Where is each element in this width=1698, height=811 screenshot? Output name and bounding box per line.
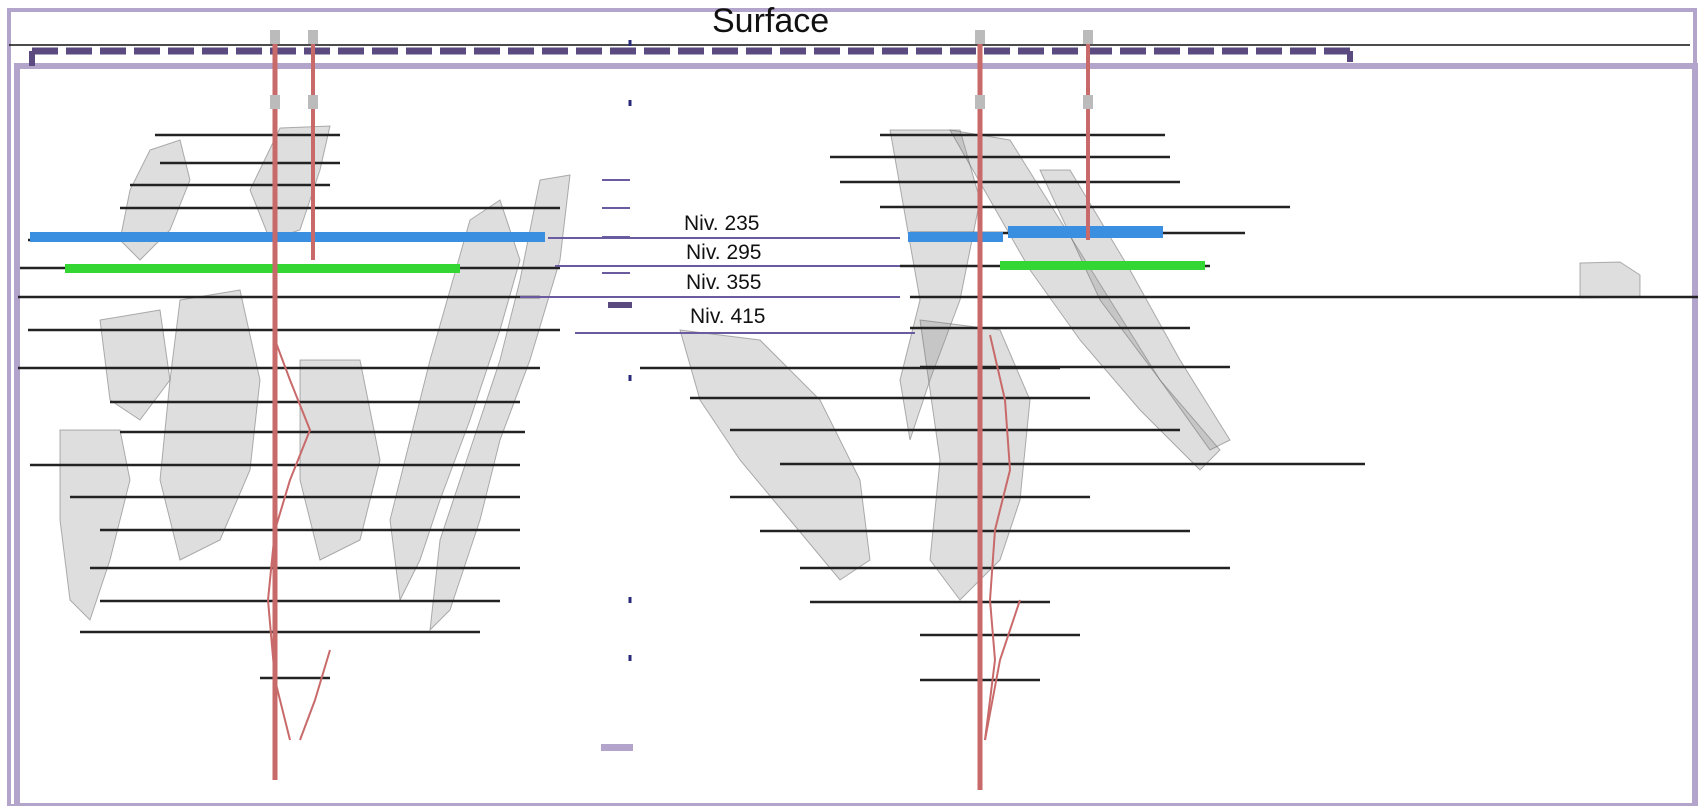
orebody-shape — [679, 329, 871, 581]
level-295-highlight-left — [65, 264, 460, 273]
level-label-355: Niv. 355 — [686, 271, 762, 294]
axis-mark-block — [601, 744, 633, 751]
orebody-shape — [1579, 261, 1641, 299]
level-295-highlight-right — [1000, 261, 1205, 270]
level-235-highlight-right — [1008, 226, 1163, 238]
outer-frame — [7, 8, 1697, 808]
orebody-shape — [919, 319, 1031, 601]
orebody-shape — [249, 125, 331, 241]
ramp-left-branch — [299, 649, 331, 741]
shaft-headframe — [975, 95, 985, 109]
level-label-235: Niv. 235 — [684, 212, 760, 235]
shaft-headframe — [308, 95, 318, 109]
shaft-headframe — [1083, 95, 1093, 109]
ramp-right — [984, 334, 1012, 741]
shaft-headframe — [270, 30, 280, 44]
axis-mark-block — [608, 302, 632, 308]
orebody-shape — [99, 309, 171, 421]
orebody-shape — [119, 139, 191, 261]
level-label-295: Niv. 295 — [686, 241, 762, 264]
level-label-415: Niv. 415 — [690, 305, 766, 328]
orebody-shape — [59, 429, 131, 621]
shaft-headframe — [1083, 30, 1093, 44]
level-235-highlight-right — [908, 232, 1003, 242]
orebody-shape — [299, 359, 381, 561]
orebody-shape — [159, 289, 261, 561]
surface-label: Surface — [712, 2, 830, 40]
level-235-highlight-left — [30, 232, 545, 242]
shaft-headframe — [308, 30, 318, 44]
ramp-left — [266, 339, 312, 741]
shaft-headframe — [270, 95, 280, 109]
ramp-right-branch — [984, 599, 1021, 741]
shaft-headframe — [975, 30, 985, 44]
